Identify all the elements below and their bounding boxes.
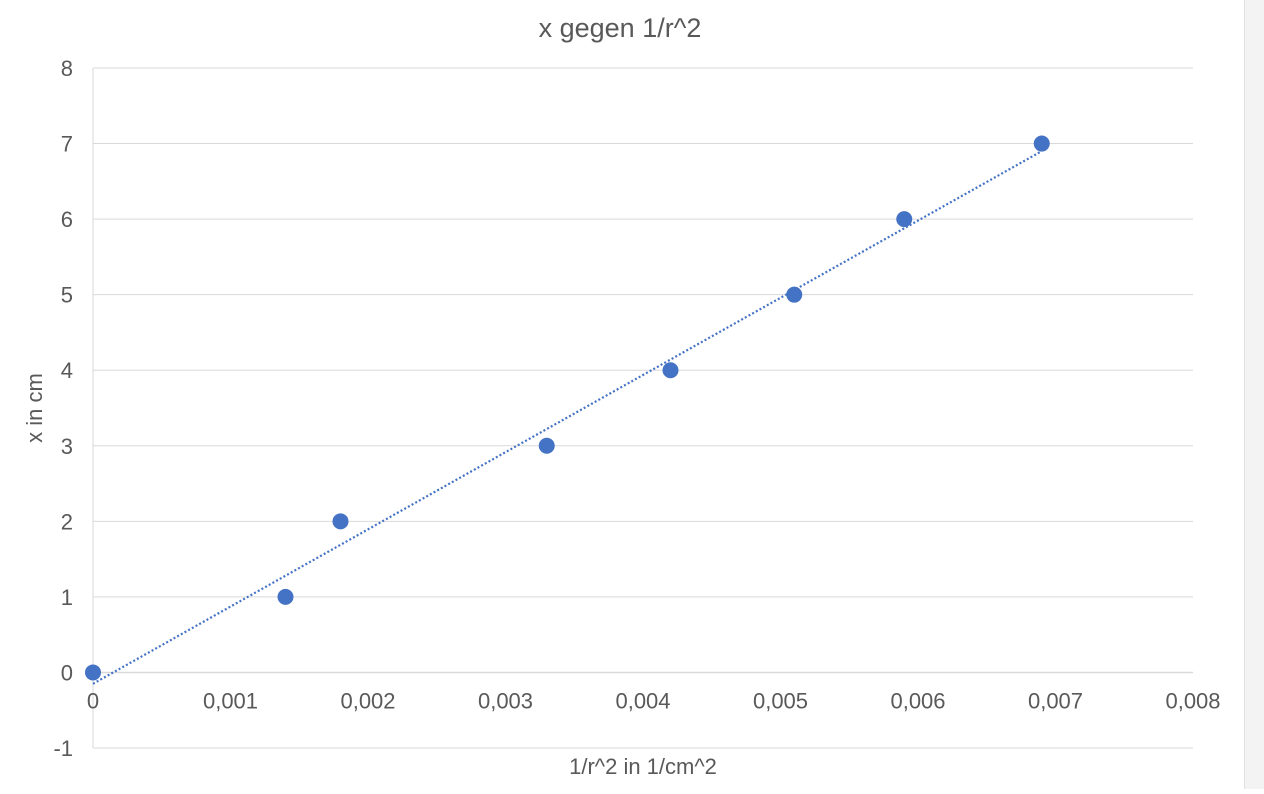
data-point: [332, 513, 349, 530]
x-tick-label: 0,005: [753, 688, 808, 713]
x-tick-label: 0: [87, 688, 99, 713]
x-tick-label: 0,002: [340, 688, 395, 713]
x-tick-label: 0,006: [890, 688, 945, 713]
x-axis-label: 1/r^2 in 1/cm^2: [569, 754, 717, 779]
data-points: [85, 135, 1050, 681]
y-axis-label: x in cm: [22, 373, 47, 443]
chart-title: x gegen 1/r^2: [539, 13, 702, 43]
y-tick-label: -1: [53, 736, 73, 761]
x-tick-label: 0,001: [203, 688, 258, 713]
data-point: [896, 211, 913, 228]
data-point: [85, 664, 101, 681]
axes: [92, 68, 1193, 748]
x-tick-label: 0,007: [1028, 688, 1083, 713]
y-tick-label: 6: [61, 207, 73, 232]
data-point: [277, 588, 294, 605]
data-point: [1033, 135, 1050, 152]
y-tick-label: 8: [61, 56, 73, 81]
y-tick-labels: -1 0 1 2 3 4 5 6 7 8: [53, 56, 73, 761]
data-point: [662, 362, 679, 379]
y-tick-label: 5: [61, 283, 73, 308]
x-tick-labels: 0 0,001 0,002 0,003 0,004 0,005 0,006 0,007 0,00…: [87, 688, 1221, 713]
y-tick-label: 2: [61, 509, 73, 534]
chart-area: x gegen 1/r^2 0 0,001 0,002 0,003 0,004 0,005…: [22, 13, 1221, 779]
y-tick-label: 3: [61, 434, 73, 459]
x-tick-label: 0,003: [478, 688, 533, 713]
y-tick-label: 0: [61, 660, 73, 685]
trendline: [92, 150, 1043, 685]
scatter-chart: x gegen 1/r^2 0 0,001 0,002 0,003 0,004 0,005…: [22, 13, 1221, 779]
grid-lines: [93, 67, 1193, 749]
trendline-group: [92, 150, 1043, 685]
window-side-strip: [1244, 0, 1264, 789]
y-tick-label: 4: [61, 358, 73, 383]
data-point: [786, 286, 803, 303]
y-tick-label: 1: [61, 585, 73, 610]
y-tick-label: 7: [61, 132, 73, 157]
x-tick-label: 0,004: [615, 688, 670, 713]
data-point: [538, 437, 555, 454]
x-tick-label: 0,008: [1165, 688, 1220, 713]
